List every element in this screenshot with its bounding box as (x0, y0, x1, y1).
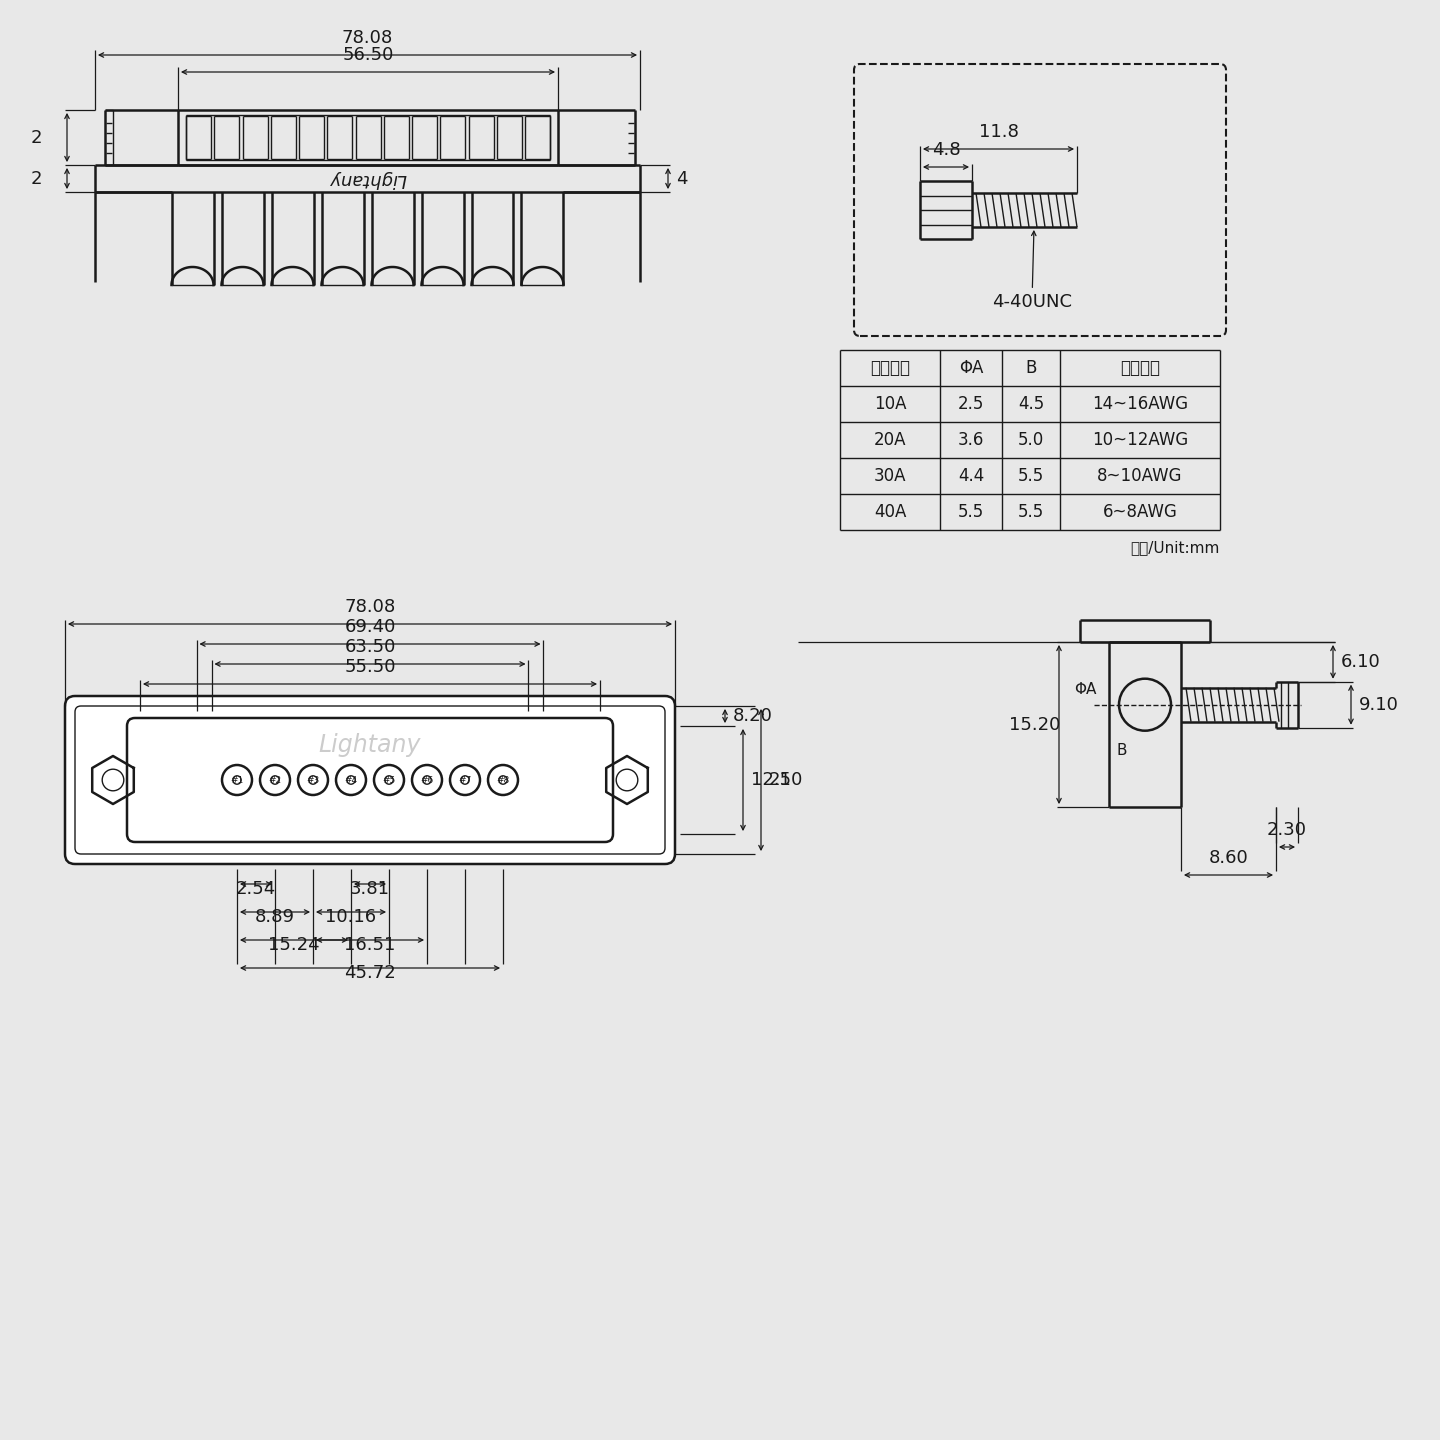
Text: Lightany: Lightany (328, 170, 406, 187)
Text: 45.72: 45.72 (344, 963, 396, 982)
Text: 14~16AWG: 14~16AWG (1092, 395, 1188, 413)
Text: ΦA: ΦA (1074, 681, 1097, 697)
Text: 5.5: 5.5 (958, 503, 984, 521)
Text: #7: #7 (458, 776, 472, 785)
Text: 16.51: 16.51 (344, 936, 396, 955)
Text: 5.0: 5.0 (1018, 431, 1044, 449)
Text: 3.6: 3.6 (958, 431, 984, 449)
Text: 5.5: 5.5 (1018, 467, 1044, 485)
Text: 2: 2 (32, 128, 43, 147)
Text: 4.5: 4.5 (1018, 395, 1044, 413)
Text: 30A: 30A (874, 467, 906, 485)
Text: 6.10: 6.10 (1341, 652, 1381, 671)
Text: 56.50: 56.50 (343, 46, 393, 63)
Text: 4.8: 4.8 (932, 141, 960, 158)
Text: 10.16: 10.16 (325, 909, 377, 926)
Text: B: B (1117, 743, 1128, 757)
Text: 8.89: 8.89 (255, 909, 295, 926)
Text: 单位/Unit:mm: 单位/Unit:mm (1130, 540, 1220, 554)
Text: 12.50: 12.50 (752, 770, 802, 789)
Text: B: B (1025, 359, 1037, 377)
Text: #3: #3 (307, 776, 320, 785)
Text: 15.24: 15.24 (268, 936, 320, 955)
Text: #1: #1 (230, 776, 243, 785)
Text: 9.10: 9.10 (1359, 696, 1398, 714)
Text: 6~8AWG: 6~8AWG (1103, 503, 1178, 521)
Text: 10A: 10A (874, 395, 906, 413)
Text: 21: 21 (769, 770, 792, 789)
Text: #6: #6 (420, 776, 433, 785)
Text: 额定电流: 额定电流 (870, 359, 910, 377)
Text: 2.30: 2.30 (1267, 821, 1308, 840)
Text: 线材规格: 线材规格 (1120, 359, 1161, 377)
Text: 78.08: 78.08 (344, 598, 396, 616)
Text: #5: #5 (383, 776, 396, 785)
Text: 8~10AWG: 8~10AWG (1097, 467, 1182, 485)
Text: ΦA: ΦA (959, 359, 984, 377)
Text: 4-40UNC: 4-40UNC (992, 232, 1071, 311)
FancyBboxPatch shape (127, 719, 613, 842)
Text: 8.60: 8.60 (1208, 850, 1248, 867)
Text: 3.81: 3.81 (350, 880, 390, 899)
FancyBboxPatch shape (65, 696, 675, 864)
Text: 40A: 40A (874, 503, 906, 521)
Text: 4: 4 (675, 170, 687, 187)
Text: 8.20: 8.20 (733, 707, 773, 724)
Text: #4: #4 (344, 776, 357, 785)
Text: 55.50: 55.50 (344, 658, 396, 675)
Text: 15.20: 15.20 (1009, 716, 1060, 733)
Text: 2.5: 2.5 (958, 395, 984, 413)
Text: 4.4: 4.4 (958, 467, 984, 485)
Text: 2.54: 2.54 (236, 880, 276, 899)
Text: 5.5: 5.5 (1018, 503, 1044, 521)
Text: 2: 2 (32, 170, 43, 187)
Text: 11.8: 11.8 (979, 122, 1018, 141)
Text: 63.50: 63.50 (344, 638, 396, 657)
Text: 69.40: 69.40 (344, 618, 396, 636)
Text: #8: #8 (497, 776, 510, 785)
Text: 10~12AWG: 10~12AWG (1092, 431, 1188, 449)
Text: 20A: 20A (874, 431, 906, 449)
Text: Lightany: Lightany (318, 733, 422, 757)
Text: #2: #2 (268, 776, 282, 785)
Text: 78.08: 78.08 (341, 29, 393, 48)
